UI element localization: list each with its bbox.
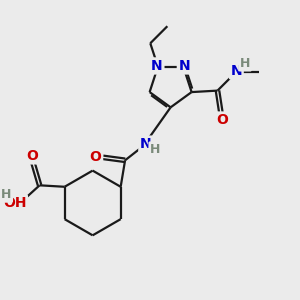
Text: H: H [150, 143, 160, 156]
Text: N: N [178, 59, 190, 73]
Text: N: N [140, 137, 152, 151]
Text: H: H [240, 57, 250, 70]
Text: O: O [90, 150, 102, 164]
Text: OH: OH [3, 196, 26, 210]
Text: N: N [151, 59, 163, 73]
Text: O: O [27, 149, 38, 163]
Text: O: O [217, 113, 228, 127]
Text: H: H [1, 188, 11, 201]
Text: N: N [230, 64, 242, 78]
